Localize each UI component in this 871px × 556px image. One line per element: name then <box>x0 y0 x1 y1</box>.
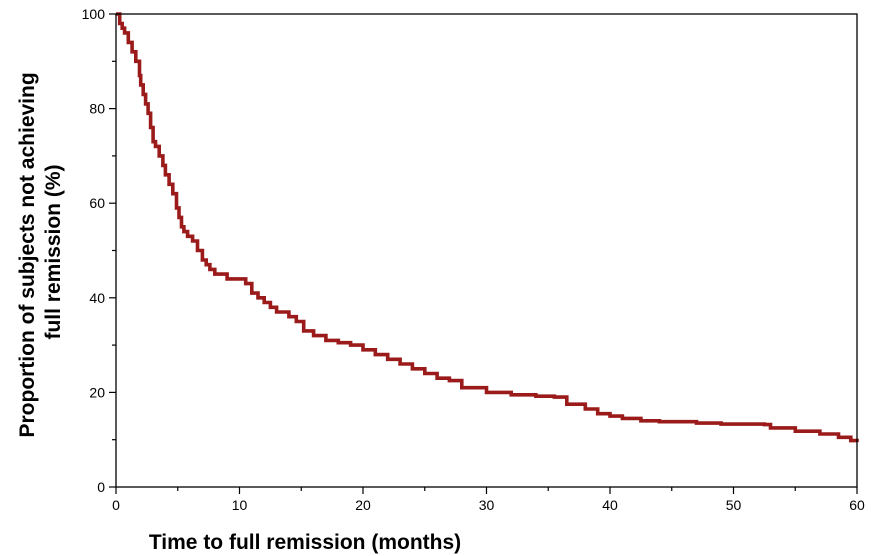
y-tick-label: 0 <box>97 479 105 495</box>
y-tick-labels: 0 20 40 60 80 100 <box>82 6 106 495</box>
x-tick-label: 40 <box>602 497 618 513</box>
y-tick-label: 80 <box>89 101 105 117</box>
survival-curve <box>116 12 859 443</box>
x-tick-label: 30 <box>479 497 495 513</box>
x-axis-ticks <box>115 487 858 494</box>
y-axis-title-line-2: full remission (%) <box>42 164 65 339</box>
x-tick-label: 50 <box>726 497 742 513</box>
y-tick-label: 60 <box>89 195 105 211</box>
x-tick-labels: 0 10 20 30 40 50 60 <box>112 497 865 513</box>
y-axis-ticks <box>109 13 116 488</box>
x-tick-label: 0 <box>112 497 120 513</box>
y-axis-title-line-1: Proportion of subjects not achieving <box>16 72 39 437</box>
y-axis-title: Proportion of subjects not achieving ful… <box>16 66 65 437</box>
x-tick-label: 60 <box>849 497 865 513</box>
x-tick-label: 10 <box>232 497 248 513</box>
y-tick-label: 100 <box>82 6 106 22</box>
plot-frame <box>115 13 858 488</box>
y-tick-label: 20 <box>89 384 105 400</box>
x-axis-title: Time to full remission (months) <box>149 531 461 554</box>
y-tick-label: 40 <box>89 290 105 306</box>
x-tick-label: 20 <box>355 497 371 513</box>
